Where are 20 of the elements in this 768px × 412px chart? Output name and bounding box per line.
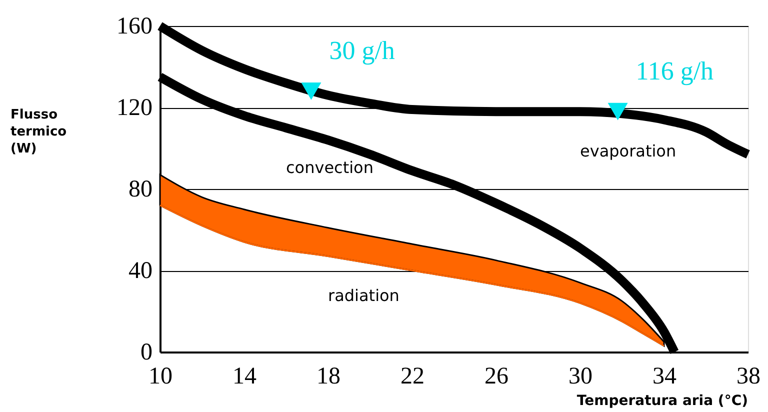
x-tick-label: 18	[316, 364, 340, 390]
y-tick-label: 0	[140, 340, 152, 366]
x-tick-label: 10	[148, 364, 172, 390]
y-tick-label: 40	[128, 258, 152, 284]
series-label: radiation	[328, 286, 400, 306]
y-tick-label: 160	[116, 14, 152, 40]
series-label: evaporation	[580, 142, 676, 161]
x-tick-label: 22	[400, 364, 424, 390]
x-tick-label: 38	[736, 364, 760, 390]
annotation: 30 g/h	[329, 36, 395, 66]
y-tick-label: 80	[128, 176, 152, 202]
y-tick-label: 120	[116, 95, 152, 121]
series-label: convection	[286, 158, 374, 177]
x-tick-label: 30	[568, 364, 592, 390]
y-axis-title: Flusso termico (W)	[10, 108, 67, 156]
x-tick-label: 26	[484, 364, 508, 390]
annotation: 116 g/h	[636, 56, 714, 86]
x-tick-label: 14	[232, 364, 256, 390]
x-tick-label: 34	[652, 364, 676, 390]
x-axis-title: Temperatura aria (°C)	[576, 393, 748, 409]
